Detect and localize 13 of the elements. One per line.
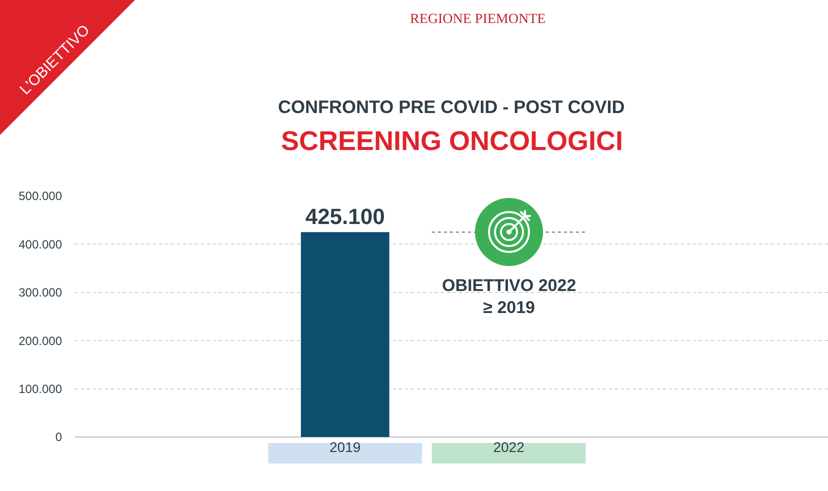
data-label: 425.100 xyxy=(305,204,385,230)
x-tick-label: 2022 xyxy=(493,439,525,455)
y-tick-label: 300.000 xyxy=(18,286,62,300)
y-tick-label: 200.000 xyxy=(18,334,62,348)
y-tick-label: 500.000 xyxy=(18,189,62,204)
text: REGIONE PIEMONTE xyxy=(410,12,546,27)
chart-title: CONFRONTO PRE COVID - POST COVID xyxy=(278,97,625,117)
ref-line-label: OBIETTIVO 2022 ≥ 2019 xyxy=(442,276,576,318)
y-tick-label: 400.000 xyxy=(18,237,62,252)
chart-subtitle: SCREENING ONCOLOGICI xyxy=(281,126,624,156)
y-tick-label: 100.000 xyxy=(18,382,62,396)
y-tick-label: 0 xyxy=(55,430,62,444)
x-tick-label: 2019 xyxy=(330,439,361,455)
